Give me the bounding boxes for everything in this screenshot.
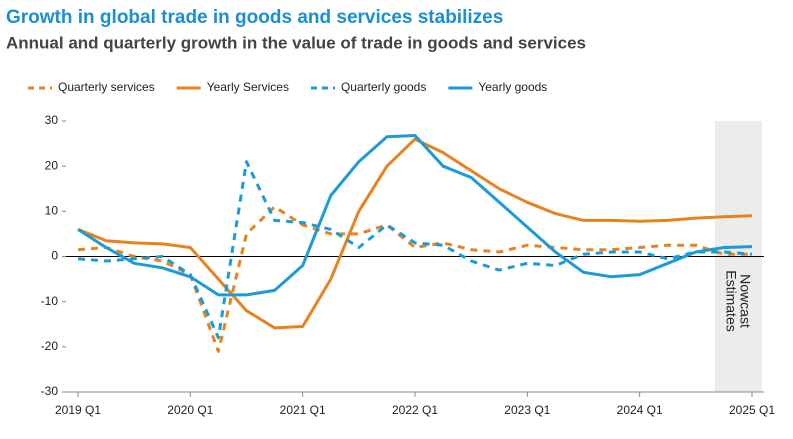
legend-label: Yearly Services bbox=[207, 80, 289, 94]
x-tick-label: 2019 Q1 bbox=[55, 403, 101, 417]
x-tick-label: 2020 Q1 bbox=[167, 403, 213, 417]
x-tick-label: 2023 Q1 bbox=[504, 403, 550, 417]
x-tick-label: 2021 Q1 bbox=[280, 403, 326, 417]
chart-subtitle: Annual and quarterly growth in the value… bbox=[6, 33, 586, 52]
x-tick-label: 2025 Q1 bbox=[729, 403, 775, 417]
chart-title: Growth in global trade in goods and serv… bbox=[6, 7, 503, 28]
y-tick-label: -10 bbox=[41, 294, 59, 308]
series-line bbox=[77, 134, 753, 297]
x-tick-label: 2022 Q1 bbox=[392, 403, 438, 417]
series-line bbox=[77, 205, 752, 353]
legend-label: Yearly goods bbox=[478, 80, 547, 94]
legend-label: Quarterly services bbox=[58, 80, 155, 94]
annotation: Nowcast bbox=[737, 274, 753, 328]
annotation: Estimates bbox=[723, 270, 739, 331]
y-tick-label: -20 bbox=[41, 339, 59, 353]
y-tick-label: -30 bbox=[41, 384, 59, 398]
y-tick-label: 20 bbox=[45, 158, 59, 172]
y-tick-label: 10 bbox=[45, 204, 59, 218]
x-tick-label: 2024 Q1 bbox=[617, 403, 663, 417]
y-tick-label: 0 bbox=[51, 249, 58, 263]
series-line bbox=[77, 137, 753, 330]
y-tick-label: 30 bbox=[45, 113, 59, 127]
series-line bbox=[77, 160, 753, 340]
legend-label: Quarterly goods bbox=[341, 80, 426, 94]
